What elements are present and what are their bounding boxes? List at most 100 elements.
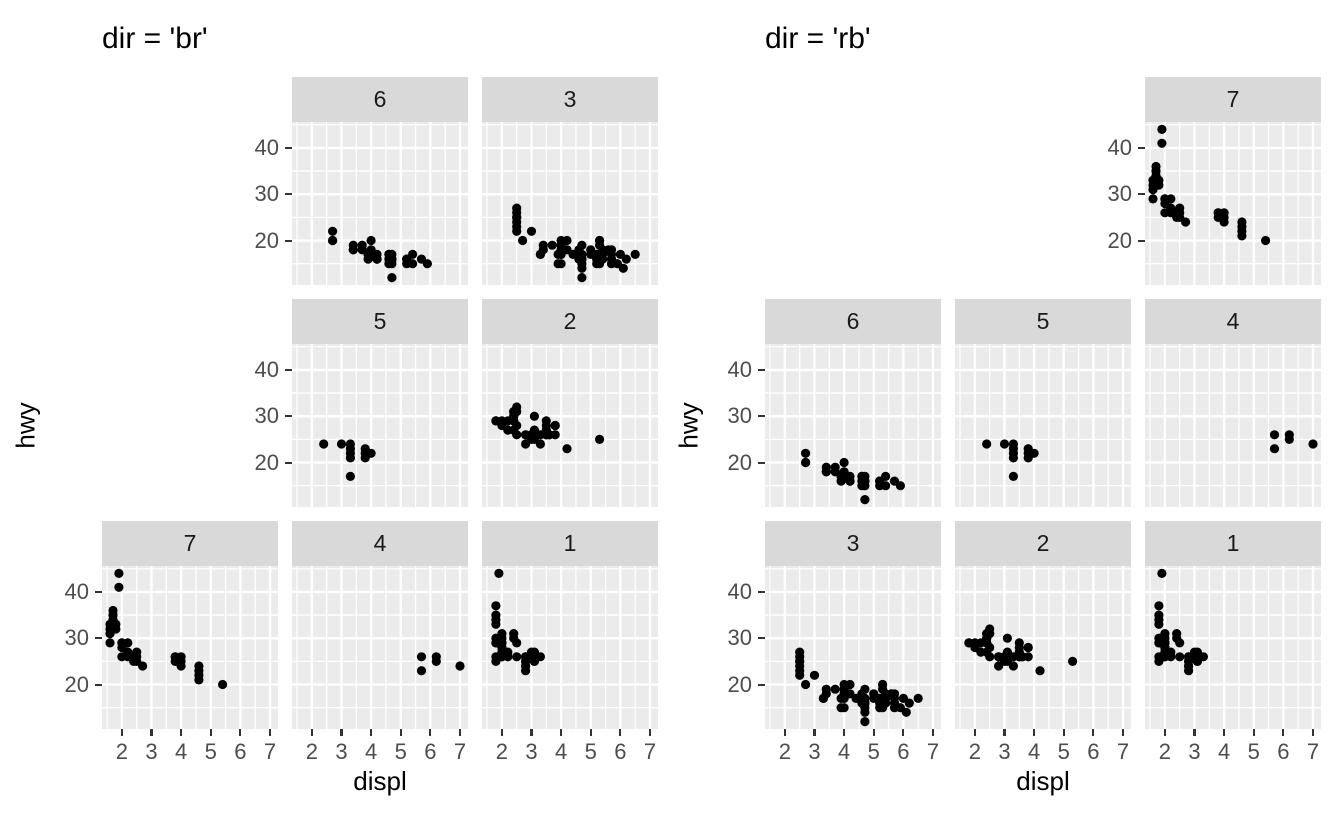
data-point [550, 430, 560, 440]
x-axis-title: displ [1016, 766, 1070, 796]
y-tick-label: 40 [727, 356, 752, 382]
y-tick-mark [285, 193, 292, 196]
data-point [881, 471, 891, 481]
x-tick-label: 7 [1116, 739, 1130, 764]
facet-strip-label: 3 [563, 86, 577, 112]
data-point [328, 226, 338, 236]
plot-title-br: dir = 'br' [102, 22, 208, 55]
x-tick-mark [1163, 729, 1166, 736]
data-point [889, 689, 900, 699]
data-point [630, 249, 640, 259]
data-point [422, 259, 432, 269]
data-point [845, 476, 855, 486]
facet-strip-label: 4 [1226, 308, 1240, 334]
x-tick-mark [209, 729, 212, 736]
x-tick-label: 3 [808, 739, 821, 764]
x-tick-label: 6 [234, 739, 247, 764]
data-point [1154, 610, 1164, 620]
y-tick-mark [1138, 239, 1145, 242]
x-tick-mark [340, 729, 343, 736]
data-point [1189, 647, 1200, 657]
x-tick-label: 2 [778, 739, 791, 764]
data-point [860, 707, 870, 717]
data-point [801, 679, 811, 690]
data-point [999, 439, 1010, 449]
y-tick-mark [758, 461, 765, 464]
data-point [830, 684, 840, 694]
data-point [1166, 194, 1176, 204]
data-point [999, 652, 1010, 662]
data-point [518, 235, 528, 246]
y-tick-mark [285, 146, 292, 150]
data-point [538, 245, 548, 255]
data-point [1184, 661, 1194, 671]
facet-strip-6: 6 [765, 299, 941, 344]
figure-dir-br: dir = 'br' hwy displ 6 20 30 40 3 5 20 30 40 2 7 20… [11, 22, 658, 796]
data-point [387, 249, 397, 259]
data-point [1284, 434, 1294, 444]
data-point [529, 411, 539, 421]
data-point [895, 481, 905, 491]
y-tick-label: 30 [254, 181, 279, 207]
data-point [1175, 652, 1185, 662]
y-tick-mark [285, 239, 292, 242]
x-tick-label: 3 [145, 739, 158, 764]
facet-strip-label: 3 [846, 530, 860, 556]
data-point [1269, 430, 1280, 440]
x-tick-mark [458, 729, 462, 736]
data-point [509, 629, 519, 639]
data-point [491, 610, 501, 620]
facet-strip-6: 6 [292, 77, 468, 122]
data-point [1029, 448, 1039, 458]
data-point [105, 638, 115, 648]
y-tick-label: 40 [254, 356, 279, 382]
x-tick-label: 4 [554, 739, 568, 764]
data-point [595, 434, 605, 444]
data-point [621, 254, 631, 264]
data-point [982, 439, 992, 449]
data-point [1157, 568, 1167, 578]
figure-dir-rb: dir = 'rb' hwy displ 7 20 30 40 6 20 30 40 5 4 3 20… [663, 0, 1344, 830]
data-point [387, 273, 397, 283]
data-point [1160, 652, 1170, 662]
x-tick-mark [902, 729, 905, 736]
facet-strip-label: 6 [846, 308, 860, 334]
y-tick-mark [758, 415, 765, 418]
data-point [556, 259, 566, 269]
y-tick-label: 40 [727, 578, 752, 604]
data-point [503, 425, 513, 435]
facet-strip-2: 2 [955, 521, 1131, 566]
y-tick-label: 40 [64, 578, 89, 604]
x-tick-label: 6 [897, 739, 910, 764]
data-point [1014, 642, 1024, 653]
data-point [526, 226, 537, 236]
data-point [821, 467, 831, 477]
x-tick-mark [429, 729, 432, 736]
x-tick-mark [370, 729, 373, 736]
facet-strip-1: 1 [1145, 521, 1321, 566]
facet-strip-label: 7 [183, 530, 197, 556]
data-point [1198, 652, 1208, 662]
y-tick-label: 40 [1107, 134, 1132, 160]
data-point [387, 259, 397, 269]
y-tick-label: 20 [64, 671, 89, 697]
y-tick-mark [758, 368, 765, 372]
data-point [1023, 652, 1033, 662]
x-tick-label: 2 [1158, 739, 1171, 764]
x-tick-mark [1033, 729, 1036, 736]
data-point [1157, 124, 1167, 134]
data-point [319, 439, 329, 449]
data-point [985, 652, 995, 662]
data-point [1181, 217, 1191, 227]
y-tick-label: 30 [727, 625, 752, 651]
data-point [1154, 601, 1164, 611]
x-tick-label: 3 [1188, 739, 1201, 764]
x-tick-label: 6 [424, 739, 437, 764]
data-point [328, 235, 338, 246]
facet-strip-label: 2 [1036, 530, 1050, 556]
data-point [1008, 471, 1018, 481]
data-point [497, 638, 507, 648]
data-point [416, 666, 427, 676]
y-tick-mark [285, 368, 292, 372]
data-point [114, 568, 124, 578]
